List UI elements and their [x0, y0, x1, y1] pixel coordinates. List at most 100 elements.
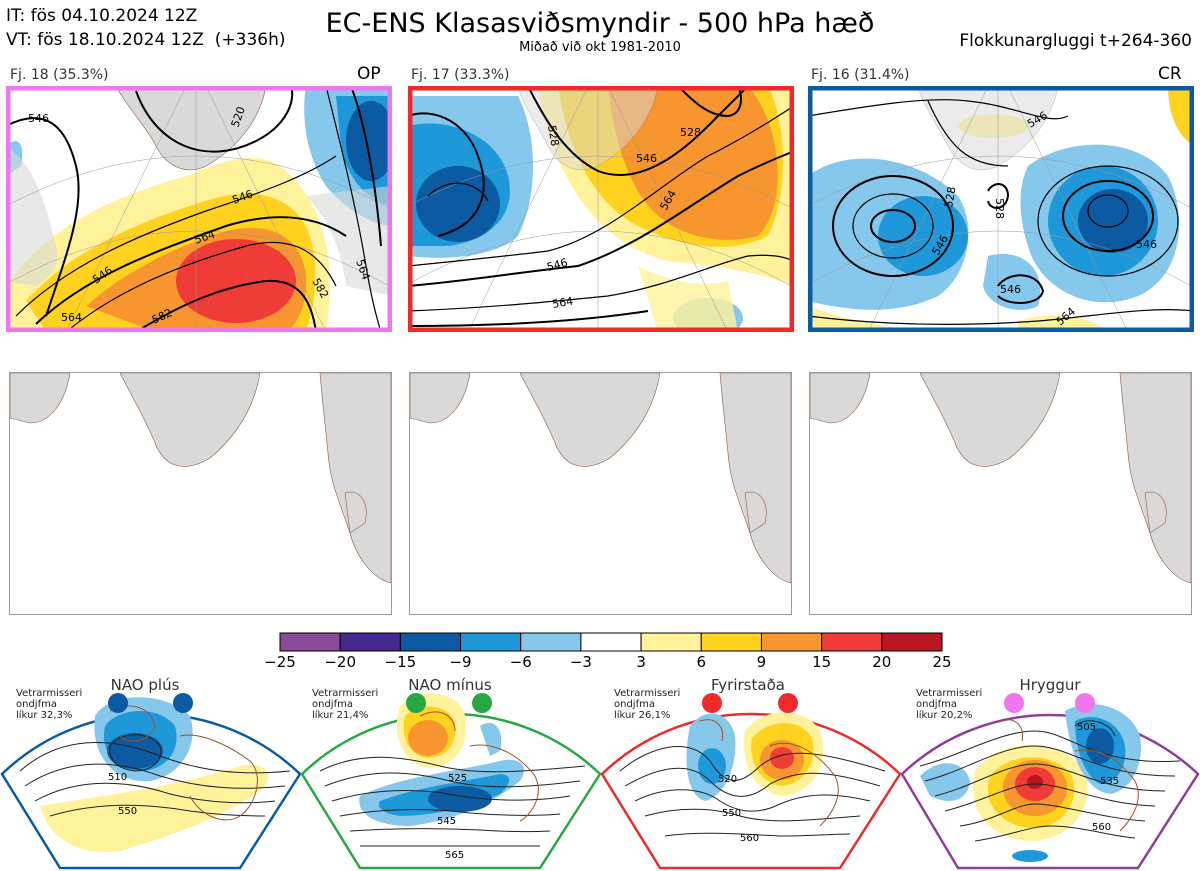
contour-label: 546	[1136, 238, 1157, 251]
colorbar-tick-label: 6	[696, 653, 706, 671]
regime-marker	[778, 693, 798, 713]
colorbar-tick-label: −20	[324, 653, 356, 671]
regime-contour-label: 550	[722, 808, 741, 819]
colorbar-swatch	[399, 632, 462, 652]
panel-3-count: Fj. 16 (31.4%)	[811, 67, 910, 83]
anomaly-shading	[808, 306, 918, 332]
greenland-landmass	[115, 86, 267, 171]
landmass	[306, 186, 392, 296]
colorbar-tick-label: 3	[636, 653, 646, 671]
regime-marker	[472, 693, 492, 713]
panel-border	[6, 86, 392, 332]
anomaly-shading	[608, 86, 778, 240]
page-title: EC-ENS Klasasviðsmyndir - 500 hPa hæð	[325, 8, 875, 39]
anomaly-shading	[1168, 86, 1194, 146]
anomaly-shading	[176, 239, 296, 323]
height-contours	[408, 86, 794, 327]
regime-note: Vetrarmisseri ondjfma líkur 32,3%	[16, 688, 83, 721]
contour-label: 528	[942, 186, 958, 209]
colorbar-swatch	[700, 632, 762, 652]
colorbar-tick-label: 9	[757, 653, 767, 671]
regime-marker	[1075, 693, 1095, 713]
classification-window: Flokkunargluggi t+264-360	[959, 31, 1192, 51]
header-info: IT: fös 04.10.2024 12Z VT: fös 18.10.202…	[6, 4, 285, 52]
cluster-map-1-plot: 546 520 546 564 546 564 582 582 564	[6, 86, 392, 332]
regime-ridge: 505 535 560	[900, 693, 1200, 870]
colorbar-swatch	[580, 632, 642, 652]
graticule	[6, 86, 392, 332]
contour-label: 546	[28, 112, 49, 125]
regime-note: Vetrarmisseri ondjfma líkur 21,4%	[312, 688, 379, 721]
anomaly-shading	[878, 196, 968, 276]
panel-3-tag: CR	[1158, 64, 1182, 84]
empty-map-1	[9, 372, 392, 615]
colorbar-tick-label: 15	[812, 653, 831, 671]
cluster-map-2: 528 546 564 546 564 528	[408, 86, 794, 332]
colorbar-tick-label: −15	[385, 653, 417, 671]
colorbar-swatch	[339, 632, 401, 652]
cluster-map-1: 546 520 546 564 546 564 582 582 564	[6, 86, 392, 332]
regime-name: NAO plús	[110, 676, 180, 694]
regime-contour-label: 520	[718, 774, 737, 785]
regime-nao-plus: 510 550	[0, 693, 302, 870]
panel-border	[808, 86, 1194, 332]
cluster-map-3: 546 528 546 528 546 546 564	[808, 86, 1194, 332]
colorbar-swatch	[460, 632, 522, 652]
contour-label: 528	[993, 198, 1006, 219]
anomaly-shading	[638, 266, 738, 332]
regime-contour-label: 505	[1077, 722, 1096, 733]
colorbar-swatch	[279, 632, 341, 652]
regime-marker	[702, 693, 722, 713]
empty-map-3	[809, 372, 1192, 615]
height-contours	[808, 99, 1194, 325]
colorbar-tick-label: −6	[510, 653, 532, 671]
contour-label: 564	[61, 311, 82, 324]
contour-label: 546	[636, 152, 657, 165]
regime-contour-label: 535	[1100, 776, 1119, 787]
regime-contour-label: 550	[118, 806, 137, 817]
page-subtitle: Miðað við okt 1981-2010	[519, 40, 681, 55]
regime-name: Fyrirstaða	[711, 676, 785, 694]
regime-nao-minus: 525 545 565	[300, 693, 602, 870]
regime-name: NAO mínus	[408, 676, 492, 694]
contour-label: 528	[680, 126, 701, 139]
regime-marker	[1004, 693, 1024, 713]
regime-note: Vetrarmisseri ondjfma líkur 26,1%	[614, 688, 681, 721]
empty-map-1-plot	[10, 373, 391, 584]
colorbar-swatch	[821, 632, 883, 652]
regime-contour-label: 510	[108, 772, 127, 783]
colorbar-tick-label: 20	[872, 653, 891, 671]
regime-contour-label: 560	[740, 833, 759, 844]
anomaly-shading	[346, 101, 392, 181]
regime-marker	[173, 693, 193, 713]
regime-note: Vetrarmisseri ondjfma líkur 20,2%	[916, 688, 983, 721]
colorbar-tick-label: 25	[932, 653, 951, 671]
colorbar-swatch	[881, 632, 943, 652]
regime-name: Hryggur	[1019, 676, 1081, 694]
regime-contour-label: 525	[448, 773, 467, 784]
panel-1-tag: OP	[357, 64, 381, 84]
anomaly-shading	[983, 254, 1041, 310]
colorbar-tick-label: −25	[264, 653, 296, 671]
contour-label: 546	[1000, 283, 1021, 296]
panel-1-count: Fj. 18 (35.3%)	[10, 67, 109, 83]
valid-time: VT: fös 18.10.2024 12Z (+336h)	[6, 30, 286, 50]
regime-contour-label: 545	[437, 816, 456, 827]
regime-contour-label: 560	[1092, 822, 1111, 833]
cluster-map-2-plot: 528 546 564 546 564 528	[408, 86, 794, 332]
panel-border	[408, 86, 794, 332]
contour-label: 546	[545, 256, 569, 274]
regime-contour-label: 565	[445, 850, 464, 861]
colorbar-swatch	[760, 632, 823, 652]
contour-label: 564	[551, 295, 574, 311]
colorbar-tick-label: −9	[449, 653, 471, 671]
colorbar-tick-label: −3	[570, 653, 592, 671]
panel-2-count: Fj. 17 (33.3%)	[411, 67, 510, 83]
regime-maps: 510 550 525 545 565	[0, 693, 1200, 870]
colorbar-swatch	[640, 632, 702, 652]
initial-time: IT: fös 04.10.2024 12Z	[6, 6, 198, 26]
regime-marker	[406, 693, 426, 713]
empty-map-2-plot	[410, 373, 791, 584]
regime-blocking: 520 550 560	[600, 693, 902, 870]
